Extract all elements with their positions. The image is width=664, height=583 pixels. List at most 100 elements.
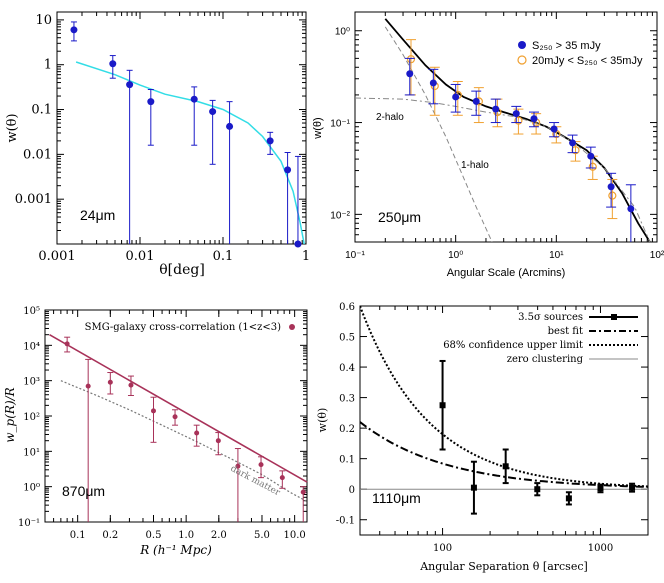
y-tick-label: 10² [23, 412, 40, 423]
bright-point [406, 70, 414, 78]
x-tick-label: 10⁰ [448, 250, 463, 261]
data-point [534, 486, 541, 493]
bright-point [472, 97, 480, 105]
y-tick-label: 10⁴ [23, 341, 40, 352]
model-curve-1-halo [384, 26, 493, 242]
legend: S₂₅₀ > 35 mJy 20mJy < S₂₅₀ < 35mJy [517, 40, 643, 67]
panel-1110um: 100 1000 -0.1 0 0.1 0.2 0.3 0.4 0.5 0.6 1110μm An… [316, 302, 649, 573]
legend-label-upper-limit: 68% confidence upper limit [443, 340, 583, 351]
panel-annotation: 1110μm [372, 490, 421, 506]
x-axis-label: Angular Separation θ [arcsec] [419, 560, 588, 573]
y-tick-label: 0.001 [15, 192, 52, 207]
x-tick-label: 10.0 [284, 530, 306, 541]
x-tick-label: 0.001 [38, 249, 75, 264]
y-tick-label: 0.01 [23, 147, 52, 162]
data-point [235, 463, 241, 469]
y-tick-label: 0.1 [31, 103, 52, 118]
data-point [209, 108, 217, 116]
x-tick-label: 2.0 [211, 530, 227, 541]
data-point [502, 463, 509, 470]
data-point [629, 484, 636, 491]
best-fit-curve [360, 421, 648, 488]
bright-point [530, 115, 538, 123]
data-point [300, 489, 306, 495]
legend-marker [289, 324, 295, 330]
data-point [439, 402, 446, 409]
y-tick-label: 0.3 [339, 394, 355, 405]
bright-point [452, 93, 460, 101]
data-point [147, 98, 155, 106]
x-axis-label: Angular Scale (Arcmins) [447, 267, 566, 279]
data-point [597, 485, 604, 492]
x-tick-label: 10² [650, 250, 664, 261]
y-tick-label: 10⁻¹ [330, 119, 350, 130]
legend: SMG-galaxy cross-correlation (1<z<3) [85, 322, 295, 333]
y-tick-label: 10⁰ [335, 27, 350, 38]
faint-point [588, 162, 597, 171]
data-point [294, 240, 302, 248]
data-point [266, 137, 274, 145]
y-tick-label: 10 [35, 13, 52, 28]
plot-frame [56, 11, 307, 245]
data-point [107, 379, 113, 385]
curve-label-1-halo: 1-halo [461, 160, 489, 171]
upper-limit-curve [360, 306, 648, 488]
y-tick-label: 10¹ [23, 447, 40, 458]
legend-label-bright: S₂₅₀ > 35 mJy [532, 40, 601, 52]
y-tick-label: 0.5 [339, 333, 355, 344]
legend-label: SMG-galaxy cross-correlation (1<z<3) [85, 322, 281, 333]
x-axis-label: R (h⁻¹ Mpc) [139, 543, 212, 557]
panel-870um: 0.1 0.2 0.5 1.0 2.0 5.0 10.0 10⁻¹ 10⁰ 10¹ 10² 10³ 10… [3, 306, 308, 557]
panel-annotation: 870μm [62, 483, 105, 499]
data-point [284, 166, 292, 174]
bright-point [569, 139, 577, 147]
legend: 3.5σ sources best fit 68% confidence upp… [443, 312, 638, 365]
y-tick-label: -0.1 [336, 516, 355, 527]
y-tick-label: 10⁵ [23, 306, 40, 317]
y-axis-label: w(θ) [5, 113, 20, 142]
x-tick-label: 10¹ [549, 250, 564, 261]
data-point [172, 414, 178, 420]
legend-label-faint: 20mJy < S₂₅₀ < 35mJy [532, 55, 643, 67]
panel-annotation: 24μm [80, 207, 115, 223]
y-tick-label: 0.6 [339, 302, 355, 313]
bright-point [627, 205, 635, 213]
data-point [470, 484, 477, 491]
x-tick-label: 0.1 [70, 530, 86, 541]
data-point [215, 438, 221, 444]
plot-frame [359, 305, 649, 536]
y-tick-label: 0 [349, 485, 355, 496]
x-tick-label: 100 [433, 543, 452, 554]
y-tick-label: 10⁻¹ [18, 518, 40, 529]
legend-marker-bright [518, 41, 526, 49]
y-tick-label: 0.2 [339, 424, 355, 435]
panel-annotation: 250μm [378, 209, 421, 225]
panel-24um: 0.001 0.01 0.1 1 0.001 0.01 0.1 1 10 24μm θ[deg]… [5, 11, 310, 278]
bright-point [512, 110, 520, 118]
data-point [258, 462, 264, 468]
x-tick-label: 10⁻¹ [345, 250, 365, 261]
dark-matter-label: dark matter [229, 464, 282, 499]
data-point [150, 408, 156, 414]
x-tick-label: 1.0 [178, 530, 194, 541]
data-point [64, 341, 70, 347]
data-point [190, 95, 198, 103]
data-point [279, 475, 285, 481]
y-axis-label: w(θ) [312, 117, 324, 139]
legend-marker-faint [517, 55, 527, 65]
x-tick-label: 1000 [588, 543, 613, 554]
y-tick-label: 0.1 [339, 455, 355, 466]
legend-label-zero: zero clustering [507, 354, 584, 365]
y-tick-label: 10⁻² [330, 210, 350, 221]
curve-label-2-halo: 2-halo [376, 112, 404, 123]
data-point [194, 430, 200, 436]
y-tick-label: 10⁰ [23, 483, 40, 494]
x-tick-label: 0.5 [146, 530, 162, 541]
data-point [85, 383, 91, 389]
bright-point [587, 152, 595, 160]
data-point [70, 26, 78, 34]
data-point [109, 60, 117, 68]
bright-point [429, 79, 437, 87]
bright-point [550, 125, 558, 133]
